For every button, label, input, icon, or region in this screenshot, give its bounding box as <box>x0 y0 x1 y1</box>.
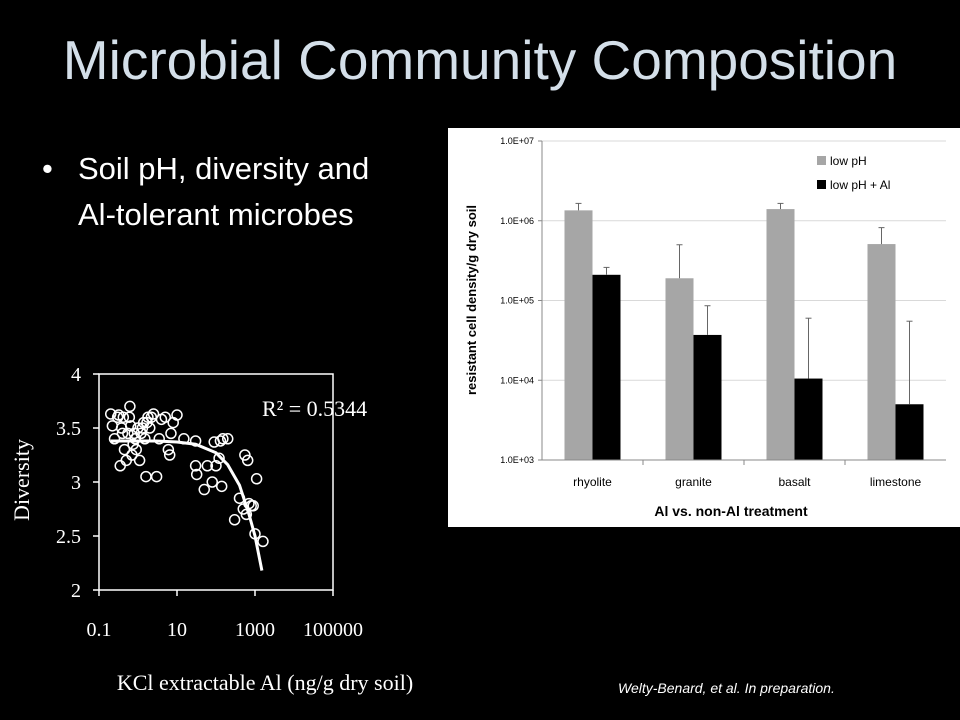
bar-category-label: basalt <box>778 475 811 489</box>
scatter-point <box>228 514 241 526</box>
scatter-point <box>108 433 121 445</box>
scatter-point <box>257 535 269 548</box>
scatter-point <box>117 411 130 423</box>
scatter-point <box>153 433 165 445</box>
bullet-text: Soil pH, diversity and Al-tolerant micro… <box>78 151 370 232</box>
bar-granite-0 <box>665 278 694 460</box>
bar-limestone-1 <box>895 404 924 460</box>
bar-legend: low pH low pH + Al <box>817 154 890 192</box>
scatter-point <box>217 433 229 445</box>
legend-swatch-low-ph <box>817 156 826 165</box>
scatter-point <box>201 460 214 472</box>
slide-title: Microbial Community Composition <box>62 29 898 91</box>
scatter-x-tick-label: 1000 <box>235 619 275 641</box>
bar-limestone-0 <box>867 244 896 460</box>
scatter-point <box>163 449 176 461</box>
bar-rhyolite-1 <box>592 274 621 460</box>
scatter-point <box>210 460 222 472</box>
scatter-y-tick-label: 2.5 <box>56 526 81 548</box>
scatter-r-squared: R² = 0.5344 <box>262 396 367 421</box>
scatter-point <box>104 408 117 420</box>
scatter-x-axis-label: KCl extractable Al (ng/g dry soil) <box>117 670 413 695</box>
scatter-point <box>116 427 129 440</box>
scatter-ticks: 0.1 10 1000 100000 4 3.5 3 2.5 2 <box>56 364 363 641</box>
bar-basalt-0 <box>766 209 795 460</box>
bar-y-axis-label: resistant cell density/g dry soil <box>464 205 479 395</box>
bar-basalt-1 <box>794 378 823 460</box>
scatter-point <box>247 500 259 512</box>
scatter-point <box>143 422 156 434</box>
scatter-point <box>122 427 134 440</box>
scatter-y-tick-label: 4 <box>71 364 81 386</box>
scatter-point <box>189 460 202 472</box>
bar-category-label: granite <box>675 475 712 489</box>
scatter-point <box>221 433 234 445</box>
bullet-dot: • <box>42 151 53 186</box>
legend-swatch-low-ph-al <box>817 180 826 189</box>
scatter-point <box>124 400 136 413</box>
scatter-y-tick-label: 2 <box>71 580 81 602</box>
bar-category-label: rhyolite <box>573 475 612 489</box>
scatter-point <box>133 454 146 467</box>
scatter-point <box>214 435 227 447</box>
scatter-point <box>189 435 202 447</box>
scatter-point <box>241 454 254 467</box>
scatter-y-tick-label: 3.5 <box>56 418 81 440</box>
scatter-y-tick-label: 3 <box>71 472 81 494</box>
bar-y-tick-label: 1.0E+05 <box>500 296 534 306</box>
scatter-point <box>142 411 154 423</box>
scatter-point <box>123 411 136 423</box>
legend-label-low-ph: low pH <box>830 154 867 168</box>
scatter-point <box>239 449 251 461</box>
scatter-point <box>150 470 163 483</box>
scatter-y-axis-label: Diversity <box>9 439 34 521</box>
scatter-point <box>162 443 175 456</box>
citation: Welty-Benard, et al. In preparation. <box>618 680 835 696</box>
bar-x-axis-label: Al vs. non-Al treatment <box>654 503 808 519</box>
bar-y-tick-label: 1.0E+06 <box>500 216 534 226</box>
scatter-points <box>104 400 269 548</box>
scatter-point <box>250 473 263 485</box>
scatter-point <box>215 480 228 493</box>
scatter-x-tick-label: 0.1 <box>87 619 112 641</box>
bar-ticks: 1.0E+07 1.0E+06 1.0E+05 1.0E+04 1.0E+03 rhyol… <box>500 136 946 489</box>
bar-y-tick-label: 1.0E+04 <box>500 375 534 385</box>
scatter-point <box>206 476 218 488</box>
bar-y-tick-label: 1.0E+03 <box>500 455 534 465</box>
legend-label-low-ph-al: low pH + Al <box>830 178 890 192</box>
bar-series <box>564 202 924 460</box>
bar-category-label: limestone <box>870 475 922 489</box>
scatter-point <box>147 408 160 420</box>
scatter-point <box>213 452 225 464</box>
bar-y-tick-label: 1.0E+07 <box>500 136 534 146</box>
bar-rhyolite-0 <box>564 210 593 460</box>
scatter-point <box>130 443 142 456</box>
scatter-point <box>198 483 211 496</box>
scatter-point <box>165 427 177 440</box>
scatter-point <box>159 411 172 423</box>
scatter-x-tick-label: 100000 <box>303 619 363 641</box>
scatter-x-tick-label: 10 <box>167 619 187 641</box>
scatter-trendline <box>110 439 264 571</box>
scatter-point <box>190 468 203 481</box>
scatter-point <box>171 409 183 421</box>
scatter-point <box>118 443 131 456</box>
scatter-point <box>139 433 151 445</box>
bar-granite-1 <box>693 334 722 460</box>
